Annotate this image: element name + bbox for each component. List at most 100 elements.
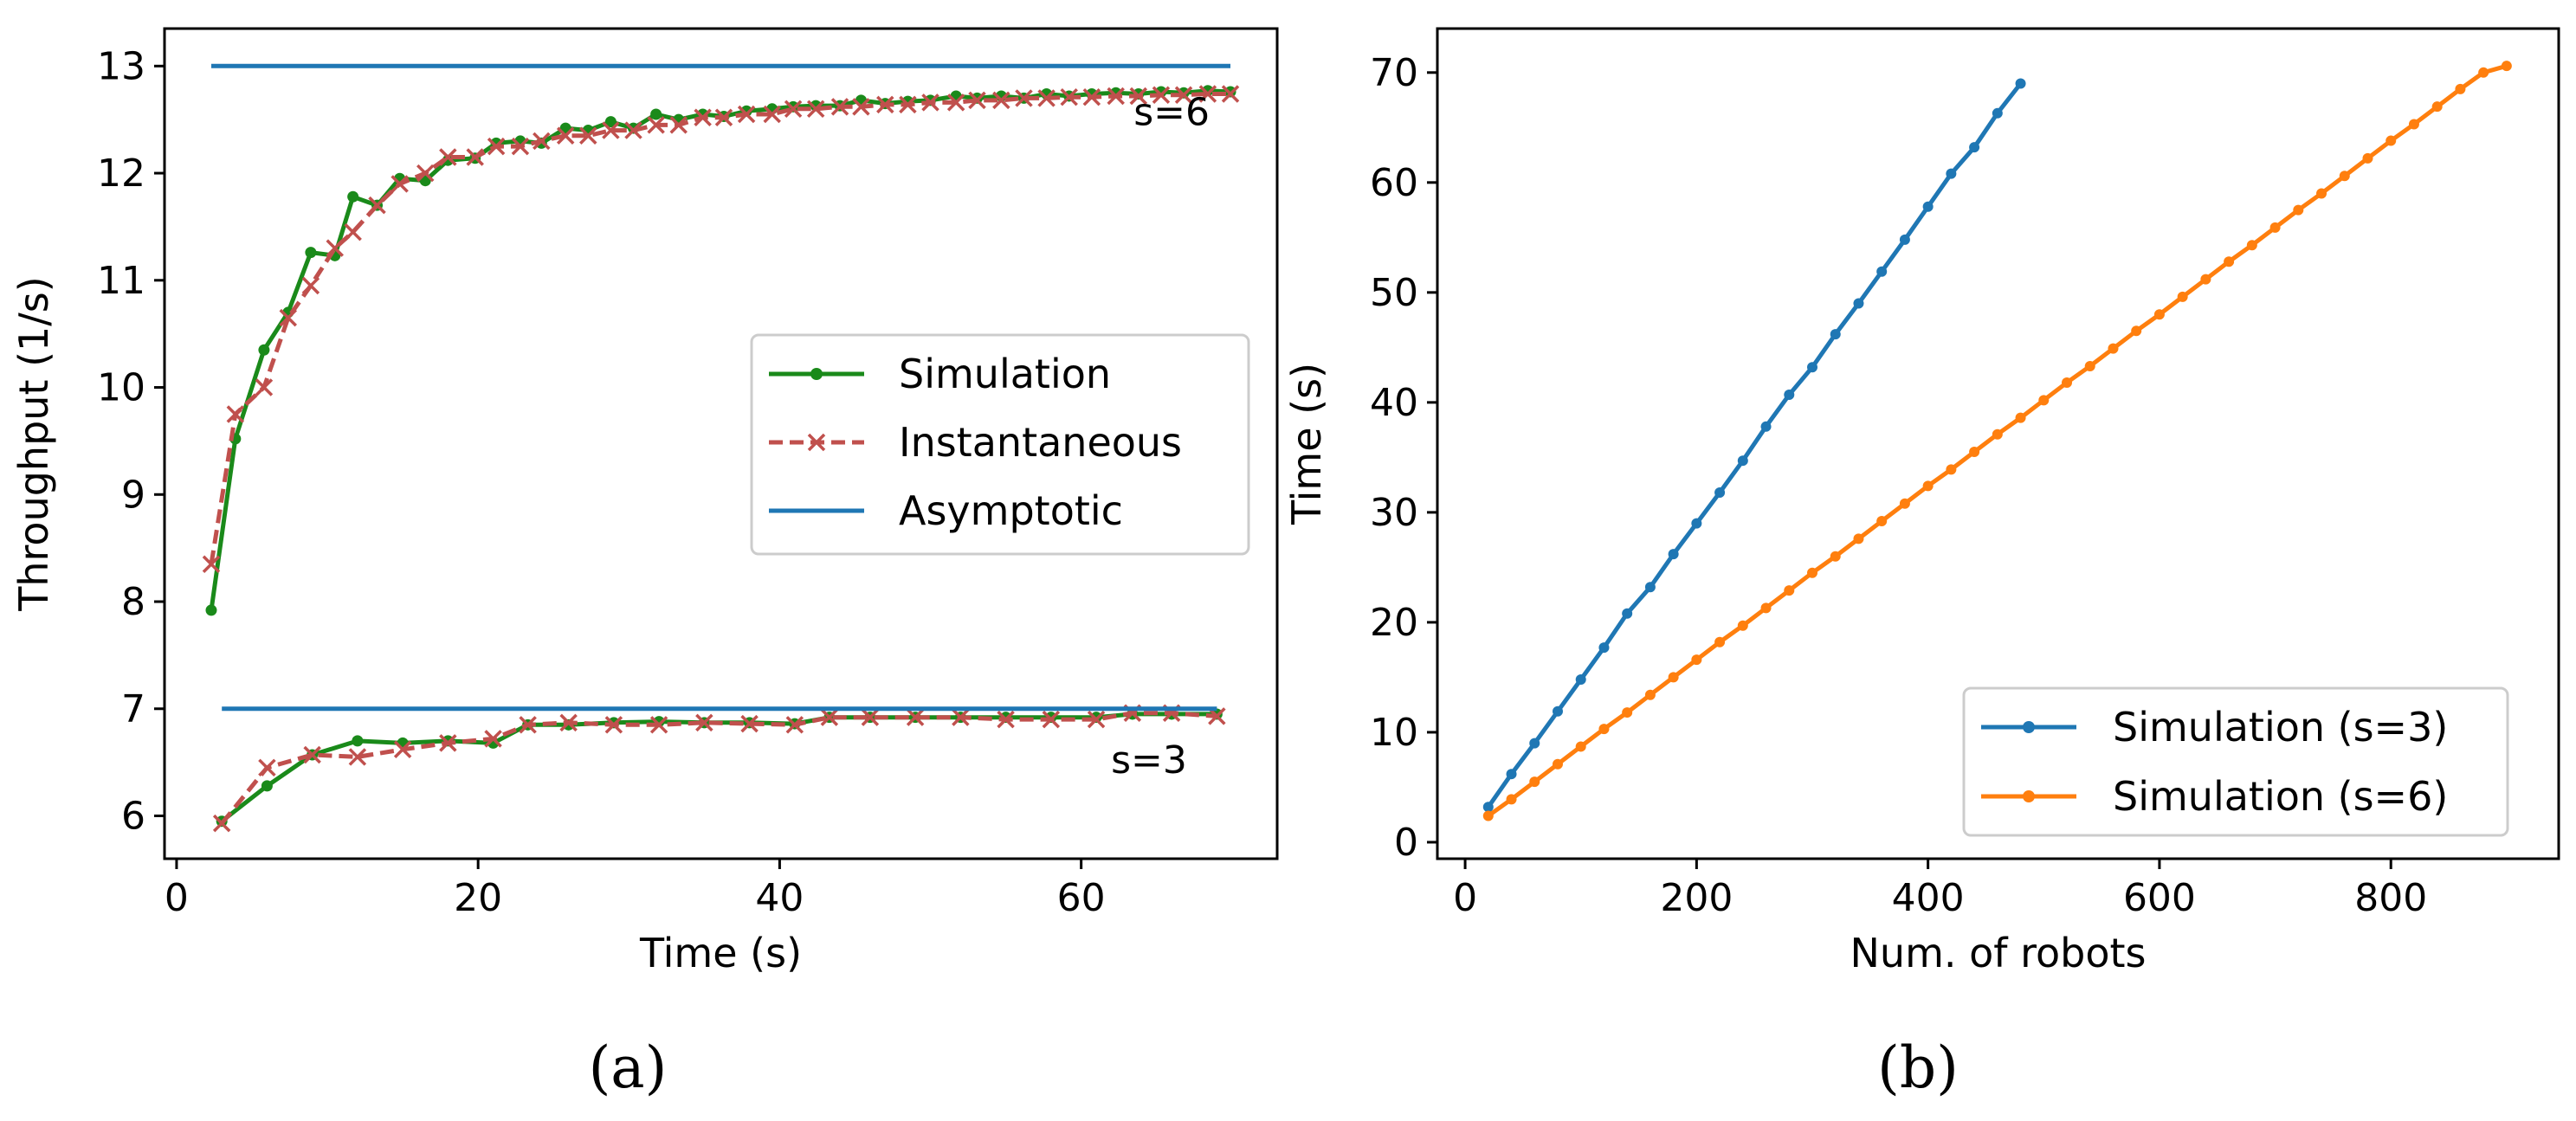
instantaneous-marker-s6 (899, 95, 917, 114)
simulation-point-s6 (1807, 567, 1818, 578)
instantaneous-marker-s6-stroke-b (1060, 87, 1078, 106)
simulation-point-s3 (1575, 673, 1586, 685)
instantaneous-marker-s6-stroke-b (806, 100, 825, 119)
panel-label-a: (a) (589, 1034, 668, 1101)
simulation-point-s6 (2224, 256, 2235, 267)
instantaneous-marker-s3 (820, 708, 839, 726)
y-axis-label: Throughput (1/s) (10, 276, 57, 611)
instantaneous-marker-s3-stroke-b (439, 734, 457, 752)
instantaneous-marker-s6 (416, 164, 435, 183)
instantaneous-marker-s3-stroke-b (820, 708, 839, 726)
instantaneous-marker-s6 (784, 100, 803, 119)
legend-frame (750, 333, 1250, 556)
simulation-marker-s6 (442, 154, 454, 166)
simulation-point-s6 (1482, 810, 1494, 821)
legend-frame (1962, 686, 2509, 837)
y-tick-label: 0 (1394, 821, 1418, 865)
y-tick-label: 13 (97, 44, 145, 88)
simulation-point-s6 (2269, 222, 2281, 233)
simulation-point-s6 (2015, 412, 2026, 423)
instantaneous-marker-s3-stroke-b (1042, 710, 1061, 729)
instantaneous-marker-s3-stroke-b (952, 708, 970, 726)
instantaneous-marker-s6 (1198, 85, 1217, 103)
x-tick-label: 800 (2354, 876, 2427, 920)
legend-label-asym: Asymptotic (899, 487, 1123, 534)
simulation-point-s6 (2478, 67, 2489, 78)
simulation-point-s3 (1876, 266, 1888, 277)
instantaneous-marker-s3-stroke-b (906, 708, 925, 726)
annotation-s-6: s=6 (1133, 90, 1210, 134)
instantaneous-marker-s6 (946, 93, 965, 112)
instantaneous-marker-s3 (952, 708, 970, 726)
instantaneous-marker-s6-stroke-b (511, 137, 530, 156)
instantaneous-marker-s6-stroke-b (579, 126, 597, 145)
instantaneous-marker-s6 (647, 116, 665, 134)
instantaneous-marker-s6-stroke-b (533, 132, 551, 151)
instantaneous-marker-s6-stroke-b (344, 222, 362, 242)
instantaneous-marker-s6-stroke-b (202, 555, 221, 573)
instantaneous-marker-s3 (1042, 710, 1061, 729)
simulation-marker-s3 (352, 735, 364, 747)
simulation-point-s6 (2362, 152, 2373, 164)
simulation-point-s3 (1946, 168, 1957, 179)
instantaneous-marker-s6 (1060, 87, 1078, 106)
simulation-line-s3 (1486, 81, 2023, 809)
instantaneous-marker-s3 (439, 734, 457, 752)
instantaneous-marker-s6-stroke-b (226, 405, 245, 423)
simulation-point-s6 (1598, 724, 1610, 735)
simulation-point-s6 (1830, 551, 1841, 562)
x-tick-label: 40 (755, 876, 804, 920)
simulation-point-s3 (1969, 142, 1980, 153)
instantaneous-marker-s6 (1107, 87, 1125, 106)
x-tick-label: 200 (1660, 876, 1733, 920)
y-tick-label: 60 (1370, 161, 1418, 205)
simulation-point-s3 (1714, 487, 1726, 499)
y-tick-label: 6 (121, 795, 145, 839)
simulation-point-s6 (1575, 741, 1586, 752)
instantaneous-marker-s6-stroke-b (602, 121, 620, 139)
y-tick-label: 8 (121, 580, 145, 624)
instantaneous-marker-s6 (968, 91, 986, 110)
instantaneous-marker-s6-stroke-b (368, 196, 386, 215)
instantaneous-marker-s6 (737, 105, 756, 124)
simulation-point-s6 (2408, 119, 2419, 130)
instantaneous-marker-s6-stroke-b (439, 148, 457, 166)
simulation-point-s3 (2015, 78, 2026, 89)
y-tick-label: 20 (1370, 601, 1418, 645)
instantaneous-marker-s6 (1015, 89, 1033, 107)
instantaneous-marker-s6 (669, 116, 688, 134)
instantaneous-marker-s3 (1087, 710, 1106, 729)
simulation-point-s6 (1691, 654, 1702, 666)
simulation-line-s3 (220, 712, 1217, 823)
instantaneous-marker-s3 (212, 814, 231, 833)
simulation-point-s6 (2177, 291, 2188, 302)
instantaneous-marker-s3-stroke-b (393, 740, 412, 759)
instantaneous-marker-s6-stroke-b (279, 308, 298, 327)
simulation-point-s6 (1969, 447, 1980, 458)
instantaneous-marker-s6-stroke-b (714, 108, 733, 126)
instantaneous-marker-s6-stroke-b (416, 164, 435, 183)
instantaneous-marker-s6 (326, 239, 344, 257)
simulation-point-s6 (1506, 794, 1517, 805)
annotation-s-3: s=3 (1111, 738, 1187, 783)
plot-frame-a (163, 27, 1279, 860)
instantaneous-marker-s3-stroke-b (604, 716, 623, 734)
simulation-point-s3 (1506, 769, 1517, 780)
instantaneous-marker-s3 (997, 710, 1015, 729)
instantaneous-marker-s6 (255, 378, 274, 396)
instantaneous-marker-s6 (763, 105, 781, 124)
simulation-point-s6 (2316, 188, 2327, 199)
instantaneous-marker-s6-stroke-b (556, 126, 575, 145)
instantaneous-marker-s6-stroke-b (301, 276, 320, 295)
simulation-point-s3 (1529, 738, 1540, 749)
legend-label-inst: Instantaneous (899, 419, 1182, 466)
instantaneous-marker-s6-stroke-b (921, 93, 939, 112)
simulation-point-s3 (1737, 455, 1748, 467)
simulation-point-s3 (1598, 642, 1610, 654)
instantaneous-marker-s6-stroke-b (1198, 85, 1217, 103)
simulation-point-s6 (1784, 585, 1795, 596)
simulation-point-s3 (1760, 421, 1772, 432)
instantaneous-marker-s6-stroke-b (255, 378, 274, 396)
instantaneous-marker-s3 (393, 740, 412, 759)
simulation-point-s6 (1899, 498, 1910, 509)
